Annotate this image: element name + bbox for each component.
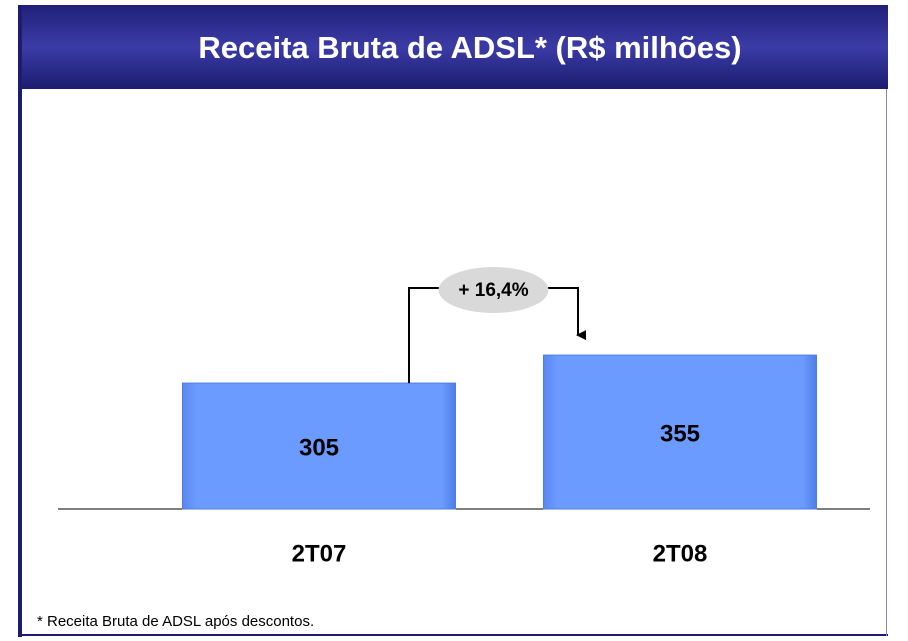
bottom-border [18,634,888,636]
footnote: * Receita Bruta de ADSL após descontos. [37,613,314,630]
annotation: + 16,4% [458,280,528,301]
left-border [18,5,22,637]
x-tick-label: 2T08 [653,540,708,567]
value-label: 355 [660,420,700,447]
bar [182,382,456,510]
x-tick-label: 2T07 [292,540,347,567]
chart-title: Receita Bruta de ADSL* (R$ milhões) [198,30,741,65]
right-border [886,89,887,636]
bar [543,354,817,510]
value-label: 305 [299,434,339,461]
title-banner [18,5,888,89]
annotation-bubble [438,267,549,313]
